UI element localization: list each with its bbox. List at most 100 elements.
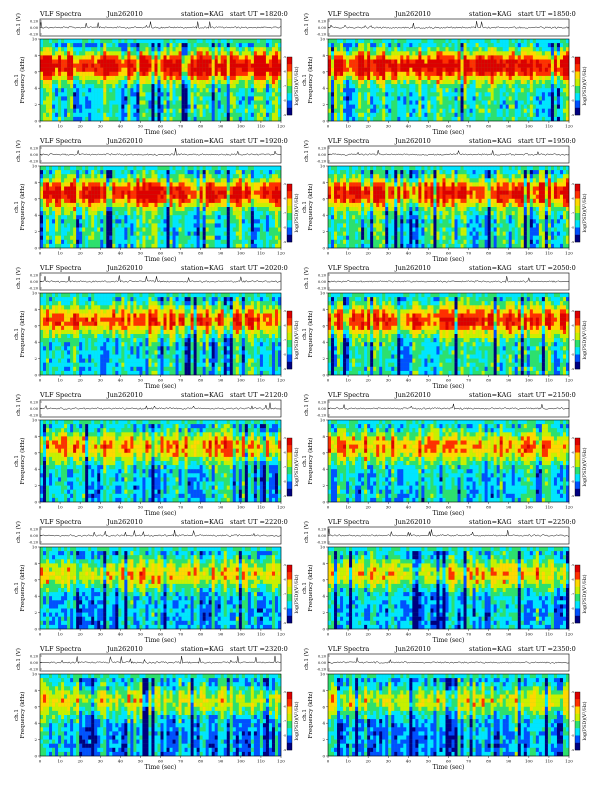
heatmap-cell (79, 174, 82, 178)
heatmap-cell (55, 215, 58, 219)
heatmap-cell (509, 60, 512, 64)
heatmap-cell (218, 68, 221, 72)
heatmap-cell (61, 191, 64, 195)
heatmap-cell (236, 191, 239, 195)
heatmap-cell (85, 55, 88, 59)
heatmap-cell (43, 211, 46, 215)
heatmap-cell (275, 228, 278, 232)
heatmap-cell (127, 195, 130, 199)
heatmap-cell (100, 84, 103, 88)
heatmap-cell (269, 39, 272, 43)
heatmap-cell (355, 109, 358, 113)
heatmap-cell (154, 219, 157, 223)
heatmap-cell (157, 60, 160, 64)
heatmap-cell (260, 240, 263, 244)
heatmap-cell (533, 113, 536, 117)
heatmap-cell (331, 105, 334, 109)
heatmap-cell (334, 51, 337, 55)
heatmap-cell (157, 84, 160, 88)
heatmap-cell (239, 109, 242, 113)
heatmap-cell (275, 166, 278, 170)
heatmap-cell (70, 55, 73, 59)
heatmap-cell (106, 39, 109, 43)
heatmap-cell (151, 178, 154, 182)
heatmap-cell (403, 60, 406, 64)
heatmap-cell (164, 223, 167, 227)
heatmap-cell (494, 117, 497, 121)
heatmap-cell (557, 117, 560, 121)
heatmap-cell (269, 113, 272, 117)
heatmap-cell (263, 72, 266, 76)
heatmap-cell (251, 211, 254, 215)
heatmap-cell (254, 51, 257, 55)
heatmap-cell (49, 240, 52, 244)
heatmap-cell (433, 76, 436, 80)
heatmap-cell (266, 187, 269, 191)
heatmap-cell (340, 101, 343, 105)
heatmap-cell (49, 236, 52, 240)
waveform-axis-label: ch.1 (V) (15, 13, 22, 35)
heatmap-cell (124, 170, 127, 174)
heatmap-cell (215, 182, 218, 186)
heatmap-cell (70, 166, 73, 170)
heatmap-cell (560, 39, 563, 43)
heatmap-cell (88, 101, 91, 105)
heatmap-cell (551, 68, 554, 72)
heatmap-cell (397, 80, 400, 84)
heatmap-cell (370, 101, 373, 105)
heatmap-cell (275, 211, 278, 215)
heatmap-cell (485, 117, 488, 121)
heatmap-cell (376, 76, 379, 80)
heatmap-cell (49, 96, 52, 100)
heatmap-cell (139, 105, 142, 109)
heatmap-cell (266, 232, 269, 236)
heatmap-cell (94, 60, 97, 64)
heatmap-cell (227, 51, 230, 55)
heatmap-cell (355, 76, 358, 80)
heatmap-cell (170, 64, 173, 68)
heatmap-cell (212, 174, 215, 178)
heatmap-cell (73, 68, 76, 72)
heatmap-cell (536, 55, 539, 59)
heatmap-cell (173, 64, 176, 68)
heatmap-cell (109, 223, 112, 227)
heatmap-cell (445, 109, 448, 113)
heatmap-cell (115, 199, 118, 203)
heatmap-cell (560, 60, 563, 64)
heatmap-cell (563, 72, 566, 76)
heatmap-cell (212, 68, 215, 72)
heatmap-cell (76, 60, 79, 64)
heatmap-cell (148, 105, 151, 109)
heatmap-cell (112, 43, 115, 47)
heatmap-cell (115, 203, 118, 207)
heatmap-cell (512, 101, 515, 105)
heatmap-cell (118, 166, 121, 170)
heatmap-cell (509, 88, 512, 92)
heatmap-cell (394, 109, 397, 113)
heatmap-cell (254, 195, 257, 199)
heatmap-cell (151, 43, 154, 47)
heatmap-cell (164, 166, 167, 170)
heatmap-cell (185, 68, 188, 72)
heatmap-cell (436, 39, 439, 43)
heatmap-cell (518, 72, 521, 76)
heatmap-cell (452, 39, 455, 43)
heatmap-cell (257, 166, 260, 170)
heatmap-cell (148, 60, 151, 64)
heatmap-cell (94, 236, 97, 240)
panel-header-product: VLF Spectra (39, 137, 81, 145)
heatmap-cell (100, 166, 103, 170)
heatmap-cell (245, 47, 248, 51)
heatmap-cell (445, 64, 448, 68)
heatmap-cell (76, 72, 79, 76)
heatmap-cell (248, 236, 251, 240)
heatmap-cell (382, 60, 385, 64)
heatmap-cell (82, 170, 85, 174)
heatmap-cell (260, 55, 263, 59)
heatmap-cell (115, 76, 118, 80)
heatmap-cell (215, 195, 218, 199)
heatmap-cell (473, 60, 476, 64)
heatmap-cell (263, 240, 266, 244)
heatmap-cell (133, 72, 136, 76)
heatmap-cell (157, 215, 160, 219)
